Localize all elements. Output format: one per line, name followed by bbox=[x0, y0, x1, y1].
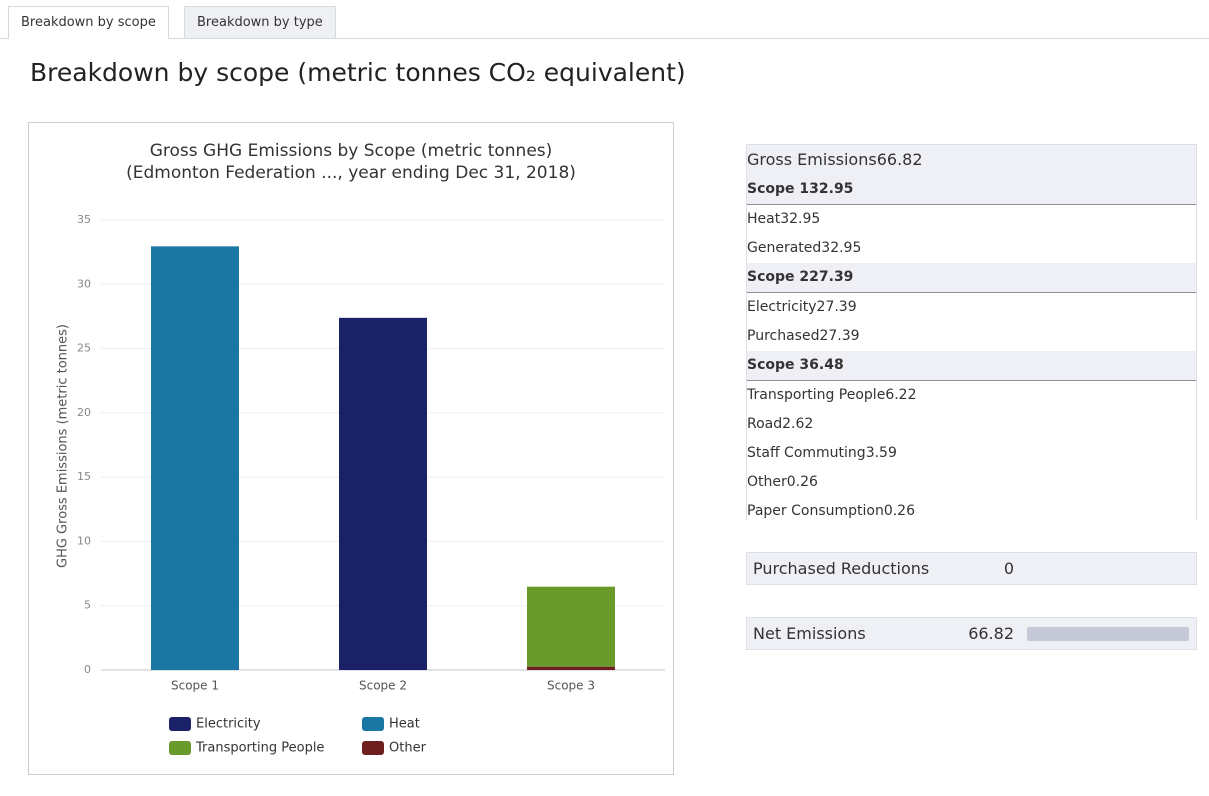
legend-swatch bbox=[362, 741, 384, 755]
row-label: Heat bbox=[747, 211, 781, 227]
value-bar bbox=[1027, 627, 1189, 641]
table-row: Road2.62 bbox=[747, 410, 1196, 439]
table-row: Heat32.95 bbox=[747, 205, 1196, 234]
table-row: Scope 132.95 bbox=[747, 175, 1196, 205]
row-value: 2.62 bbox=[782, 416, 814, 432]
row-label: Staff Commuting bbox=[747, 445, 866, 461]
net-row: Net Emissions 66.82 bbox=[746, 617, 1197, 650]
legend-label: Electricity bbox=[196, 717, 261, 732]
y-tick-label: 0 bbox=[84, 663, 91, 676]
row-label: Purchased Reductions bbox=[753, 559, 930, 578]
row-value: 6.48 bbox=[809, 357, 844, 373]
chart-panel: Gross GHG Emissions by Scope (metric ton… bbox=[28, 122, 674, 775]
row-value: 3.59 bbox=[865, 445, 897, 461]
tab[interactable]: Breakdown by type bbox=[184, 6, 336, 38]
y-tick-label: 20 bbox=[77, 406, 91, 419]
row-value: 32.95 bbox=[821, 240, 862, 256]
row-value: 6.22 bbox=[885, 387, 917, 403]
table-row: Paper Consumption0.26 bbox=[747, 497, 1196, 526]
table-row: Other0.26 bbox=[747, 468, 1196, 497]
bar bbox=[527, 666, 615, 670]
breakdown-table: Gross Emissions66.82 Scope 132.95 Heat32.9… bbox=[746, 144, 1197, 526]
row-value: 27.39 bbox=[819, 328, 860, 344]
y-tick-label: 35 bbox=[77, 213, 91, 226]
row-label: Other bbox=[747, 474, 787, 490]
bar bbox=[339, 317, 427, 670]
row-value: 27.39 bbox=[809, 269, 854, 285]
row-label: Scope 2 bbox=[747, 269, 810, 285]
reductions-row: Purchased Reductions 0 bbox=[746, 552, 1197, 585]
legend-label: Other bbox=[389, 741, 427, 756]
table-row: Transporting People6.22 bbox=[747, 381, 1196, 410]
row-label: Net Emissions bbox=[753, 624, 866, 643]
chart-title: Gross GHG Emissions by Scope (metric ton… bbox=[150, 141, 553, 161]
legend-swatch bbox=[169, 741, 191, 755]
chart-subtitle: (Edmonton Federation ..., year ending De… bbox=[126, 163, 576, 183]
legend-label: Heat bbox=[389, 717, 420, 732]
row-label: Gross Emissions bbox=[747, 150, 877, 169]
x-tick-label: Scope 1 bbox=[171, 679, 219, 693]
tab-line bbox=[0, 38, 1209, 39]
table-row: Electricity27.39 bbox=[747, 293, 1196, 322]
row-label: Road bbox=[747, 416, 783, 432]
row-value: 32.95 bbox=[809, 181, 854, 197]
row-value: 66.82 bbox=[876, 150, 923, 169]
row-value: 0.26 bbox=[883, 503, 915, 519]
row-value: 66.82 bbox=[968, 624, 1014, 643]
x-tick-label: Scope 3 bbox=[547, 679, 595, 693]
row-label: Purchased bbox=[747, 328, 820, 344]
table-row: Scope 227.39 bbox=[747, 263, 1196, 293]
y-tick-label: 15 bbox=[77, 470, 91, 483]
y-tick-label: 10 bbox=[77, 534, 91, 547]
table-row: Gross Emissions66.82 bbox=[747, 145, 1196, 175]
legend-swatch bbox=[169, 717, 191, 731]
table-row: Staff Commuting3.59 bbox=[747, 439, 1196, 468]
row-value: 32.95 bbox=[780, 211, 821, 227]
row-value: 0.26 bbox=[786, 474, 818, 490]
legend-swatch bbox=[362, 717, 384, 731]
bar bbox=[151, 246, 239, 670]
y-tick-label: 5 bbox=[84, 599, 91, 612]
y-tick-label: 25 bbox=[77, 342, 91, 355]
table-row: Purchased27.39 bbox=[747, 322, 1196, 351]
row-label: Electricity bbox=[747, 299, 817, 315]
heading: Breakdown by scope (metric tonnes CO₂ eq… bbox=[30, 58, 686, 87]
chart: Gross GHG Emissions by Scope (metric ton… bbox=[56, 141, 665, 756]
y-tick-label: 30 bbox=[77, 277, 91, 290]
row-value: 27.39 bbox=[816, 299, 857, 315]
row-label: Generated bbox=[747, 240, 822, 256]
legend-label: Transporting People bbox=[195, 741, 324, 756]
tab[interactable]: Breakdown by scope bbox=[8, 6, 169, 39]
row-label: Transporting People bbox=[747, 387, 886, 403]
row-label: Paper Consumption bbox=[747, 503, 884, 519]
bar bbox=[527, 586, 615, 667]
x-tick-label: Scope 2 bbox=[359, 679, 407, 693]
row-label: Scope 1 bbox=[747, 181, 810, 197]
row-value: 0 bbox=[1003, 559, 1014, 578]
table-row: Scope 36.48 bbox=[747, 351, 1196, 381]
row-label: Scope 3 bbox=[747, 357, 810, 373]
table-row: Generated32.95 bbox=[747, 234, 1196, 263]
y-axis-label: GHG Gross Emissions (metric tonnes) bbox=[56, 324, 71, 568]
